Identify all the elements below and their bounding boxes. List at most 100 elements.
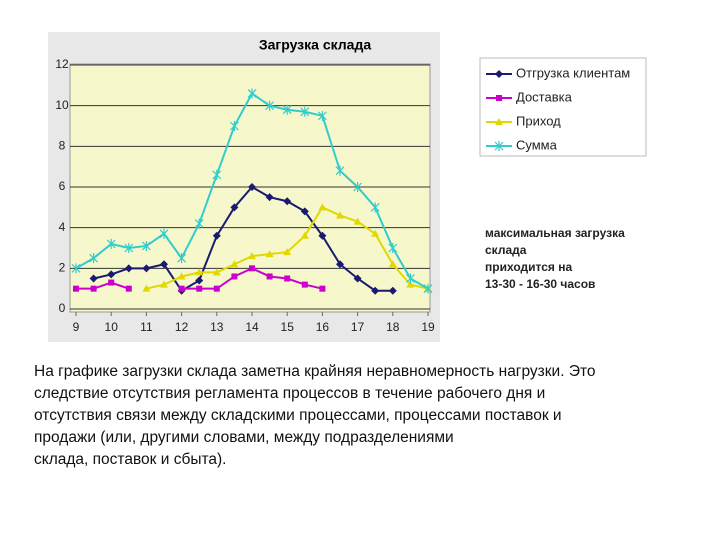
marker <box>142 264 151 273</box>
y-tick-label: 12 <box>55 57 69 71</box>
marker <box>231 273 238 280</box>
marker <box>388 286 397 295</box>
marker <box>230 260 239 268</box>
y-tick-label: 0 <box>59 301 66 315</box>
marker <box>266 273 273 280</box>
marker <box>124 243 134 253</box>
annotation: 13-30 - 16-30 часов <box>485 277 595 291</box>
marker <box>371 286 380 295</box>
marker <box>142 284 151 292</box>
marker <box>318 203 327 211</box>
marker <box>195 268 204 276</box>
marker <box>371 229 380 237</box>
marker <box>71 263 81 274</box>
annotation: склада <box>485 243 527 257</box>
marker <box>89 253 99 264</box>
marker <box>230 203 239 212</box>
marker <box>370 202 380 213</box>
marker <box>108 279 115 286</box>
marker <box>300 207 309 216</box>
x-tick-label: 12 <box>175 320 189 334</box>
marker <box>353 274 362 283</box>
marker <box>249 265 255 272</box>
legend-label: Доставка <box>516 89 573 104</box>
marker <box>282 104 292 115</box>
marker <box>124 264 133 273</box>
marker <box>107 270 116 279</box>
marker <box>229 121 239 131</box>
marker <box>388 260 397 268</box>
marker <box>336 211 344 219</box>
x-tick-label: 17 <box>351 320 365 334</box>
marker <box>73 285 79 292</box>
x-tick-label: 19 <box>421 320 435 334</box>
marker <box>247 88 257 99</box>
marker <box>90 285 97 292</box>
marker <box>177 272 186 280</box>
x-tick-label: 18 <box>386 320 400 334</box>
marker <box>265 100 275 111</box>
marker <box>496 95 502 101</box>
marker <box>319 285 326 292</box>
x-tick-label: 13 <box>210 320 224 334</box>
marker <box>178 285 185 292</box>
marker <box>300 106 310 117</box>
marker <box>212 231 221 240</box>
legend-label: Приход <box>516 113 561 128</box>
y-tick-label: 8 <box>59 139 66 153</box>
marker <box>160 260 168 269</box>
marker <box>159 228 169 239</box>
y-tick-label: 10 <box>55 98 69 112</box>
caption: склада, поставок и сбыта). <box>34 451 226 468</box>
marker <box>248 183 256 191</box>
marker <box>335 165 345 176</box>
marker <box>405 273 415 284</box>
legend-label: Сумма <box>516 137 558 152</box>
marker <box>196 285 203 292</box>
marker <box>160 280 168 288</box>
caption: отсутствия связи между складскими процес… <box>34 407 562 424</box>
marker <box>213 285 220 292</box>
marker <box>177 253 187 264</box>
chart-title: Загрузка склада <box>259 37 372 53</box>
marker <box>495 70 503 78</box>
marker <box>388 243 398 253</box>
marker <box>89 274 98 283</box>
legend-label: Отгрузка клиентам <box>516 65 630 80</box>
marker <box>284 275 291 282</box>
marker <box>318 231 327 240</box>
x-tick-label: 15 <box>281 320 295 334</box>
x-tick-label: 10 <box>105 320 119 334</box>
y-tick-label: 6 <box>59 179 66 193</box>
legend <box>479 57 647 157</box>
marker <box>494 141 504 151</box>
marker <box>265 250 274 258</box>
y-tick-label: 4 <box>59 220 66 234</box>
marker <box>212 169 222 180</box>
marker <box>301 281 308 288</box>
marker <box>300 231 309 239</box>
marker <box>353 182 363 192</box>
x-tick-label: 11 <box>140 320 153 334</box>
caption: продажи (или, другими словами, между под… <box>34 429 454 446</box>
marker <box>495 118 503 125</box>
caption: На графике загрузки склада заметна крайн… <box>34 363 596 380</box>
marker <box>336 260 344 269</box>
marker <box>125 285 132 292</box>
marker <box>283 197 292 206</box>
marker <box>406 280 415 288</box>
x-tick-label: 9 <box>73 320 80 334</box>
marker <box>194 218 204 229</box>
marker <box>141 240 151 251</box>
marker <box>212 268 221 276</box>
x-tick-label: 14 <box>245 320 259 334</box>
annotation: приходится на <box>485 260 572 274</box>
marker <box>423 283 433 294</box>
marker <box>265 193 274 202</box>
x-tick-label: 16 <box>316 320 330 334</box>
marker <box>283 248 292 256</box>
marker <box>353 217 362 225</box>
marker <box>195 276 204 285</box>
marker <box>248 252 256 260</box>
